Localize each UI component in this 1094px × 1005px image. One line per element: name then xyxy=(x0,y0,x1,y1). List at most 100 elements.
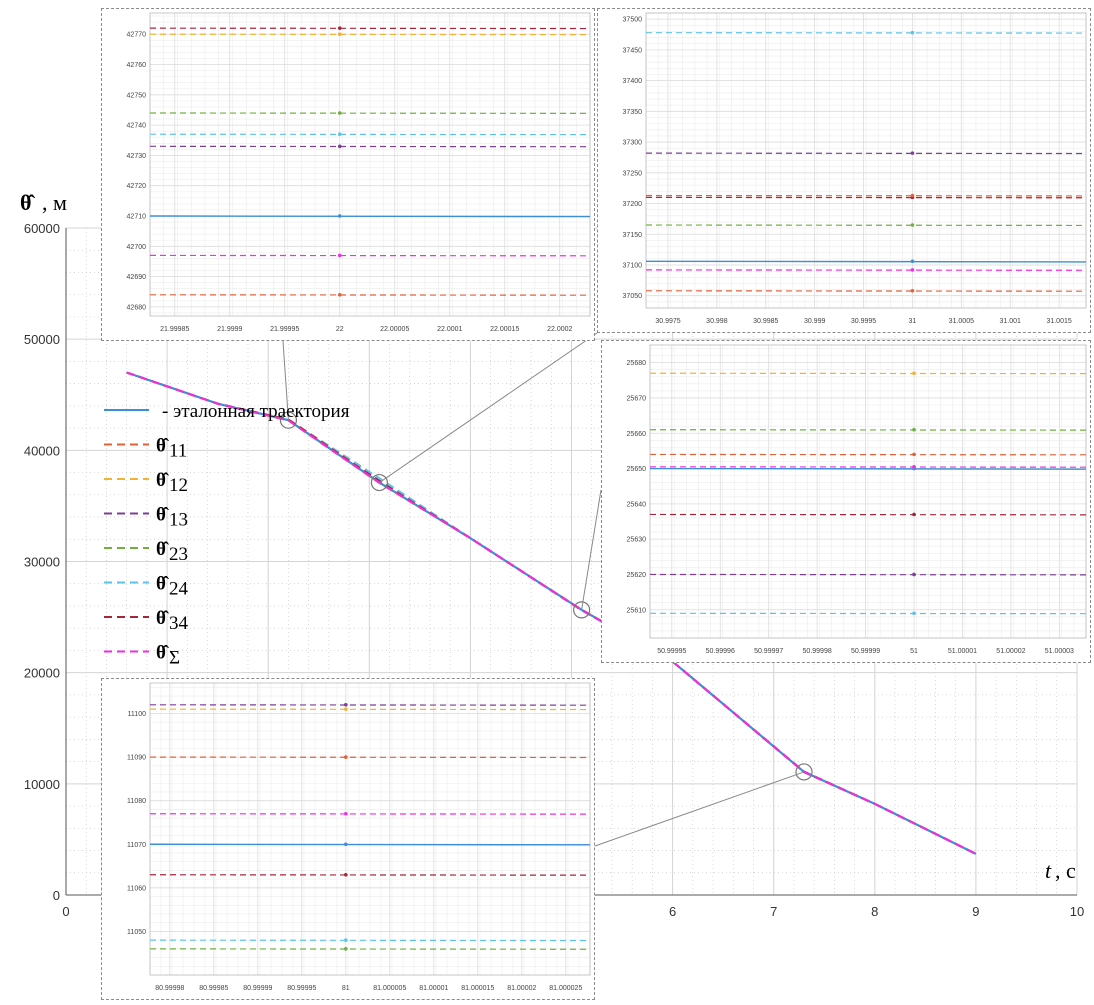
inset-top-right: 30.9975 30.998 30.9985 30.999 30.9995 31 31.00… xyxy=(597,8,1091,333)
magnifier-circle xyxy=(795,763,813,781)
inset-marker xyxy=(337,144,342,149)
inset-connector xyxy=(581,489,602,610)
inset-y-tick-label: 37500 xyxy=(623,17,643,24)
y-tick-label: 20000 xyxy=(24,666,60,681)
inset-y-tick-label: 42730 xyxy=(127,153,147,160)
x-tick-label: 7 xyxy=(770,904,777,919)
inset-y-tick-label: 37200 xyxy=(623,201,643,208)
inset-x-tick-label: 30.9995 xyxy=(851,318,876,325)
x-tick-label: 0 xyxy=(62,904,69,919)
inset-x-tick-label: 22.0002 xyxy=(547,326,572,333)
inset-x-tick-label: 31 xyxy=(909,318,917,325)
x-axis-unit: , с xyxy=(1055,858,1076,883)
inset-series-line xyxy=(645,260,1087,263)
legend-subscript: 12 xyxy=(169,475,188,496)
inset-connector xyxy=(594,771,805,847)
legend-label: θ̂ xyxy=(156,643,169,664)
inset-marker xyxy=(910,193,915,198)
inset-x-tick-label: 50.99998 xyxy=(803,648,832,655)
inset-y-tick-label: 11050 xyxy=(127,929,146,936)
inset-x-tick-label: 80.99995 xyxy=(287,985,316,992)
inset-marker xyxy=(344,755,348,759)
inset-series-line xyxy=(649,467,1087,470)
inset-marker xyxy=(344,842,348,847)
inset-y-tick-label: 42760 xyxy=(127,62,147,69)
inset-y-tick-label: 42720 xyxy=(127,183,147,190)
inset-x-tick-label: 80.99999 xyxy=(243,985,272,992)
inset-y-tick-label: 25620 xyxy=(627,572,647,579)
inset-x-tick-label: 80.99998 xyxy=(155,985,184,992)
legend-subscript: 11 xyxy=(169,441,187,462)
x-axis-label: t xyxy=(1045,858,1052,883)
inset-x-tick-label: 30.9985 xyxy=(753,318,778,325)
y-axis-unit: , м xyxy=(42,190,67,215)
y-tick-label: 60000 xyxy=(24,221,60,236)
inset-marker xyxy=(344,947,348,951)
inset-y-tick-label: 42690 xyxy=(127,274,147,281)
inset-marker xyxy=(344,811,348,816)
inset-x-tick-label: 31.0005 xyxy=(949,318,974,325)
inset-plot-area xyxy=(649,344,1087,639)
y-tick-label: 30000 xyxy=(24,555,60,570)
inset-y-tick-label: 11090 xyxy=(127,755,146,762)
inset-x-tick-label: 81.00002 xyxy=(507,985,536,992)
inset-marker xyxy=(344,707,348,711)
inset-mid-right: 50.99995 50.99996 50.99997 50.99998 50.99999… xyxy=(601,340,1091,663)
inset-y-tick-label: 25680 xyxy=(627,360,647,367)
inset-marker xyxy=(910,268,915,272)
inset-x-tick-label: 31.0015 xyxy=(1046,318,1071,325)
inset-x-tick-label: 30.9975 xyxy=(655,318,680,325)
inset-x-tick-label: 22.00015 xyxy=(490,326,519,333)
inset-y-tick-label: 37250 xyxy=(623,170,643,177)
inset-x-tick-label: 81.000015 xyxy=(461,985,494,992)
inset-y-tick-label: 37150 xyxy=(623,232,643,239)
inset-marker xyxy=(337,111,342,115)
legend-subscript: Σ xyxy=(169,648,180,669)
y-tick-label: 50000 xyxy=(24,332,60,347)
inset-y-tick-label: 42770 xyxy=(127,32,147,39)
legend-label: θ̂ xyxy=(156,470,169,491)
legend-label: θ̂ xyxy=(156,608,169,629)
inset-y-tick-label: 42680 xyxy=(127,304,147,311)
inset-x-tick-label: 51.00003 xyxy=(1045,648,1074,655)
y-tick-label: 0 xyxy=(53,888,60,903)
magnifier-circle xyxy=(370,473,389,492)
magnifier-circle xyxy=(279,411,298,429)
inset-bottom-left: 80.99998 80.99985 80.99999 80.99995 81 81.000… xyxy=(101,678,595,1000)
inset-x-tick-label: 30.999 xyxy=(804,318,826,325)
inset-marker xyxy=(910,259,915,264)
inset-x-tick-label: 22.0001 xyxy=(437,326,462,333)
inset-y-tick-label: 37450 xyxy=(623,47,643,54)
inset-marker xyxy=(337,253,342,258)
inset-marker xyxy=(910,223,915,227)
legend-label: θ̂ xyxy=(156,436,169,457)
inset-x-tick-label: 81 xyxy=(342,985,350,992)
inset-marker xyxy=(912,572,916,577)
inset-marker xyxy=(337,214,342,218)
series-line xyxy=(126,371,977,855)
inset-x-tick-label: 50.99999 xyxy=(851,648,880,655)
legend-subscript: 24 xyxy=(169,579,189,600)
inset-y-tick-label: 11100 xyxy=(128,711,147,718)
x-tick-label: 9 xyxy=(972,904,979,919)
inset-y-tick-label: 25650 xyxy=(627,466,647,473)
inset-x-tick-label: 31.001 xyxy=(1000,318,1022,325)
inset-x-tick-label: 51.00001 xyxy=(948,648,977,655)
inset-marker xyxy=(344,872,348,877)
inset-marker xyxy=(912,452,916,457)
inset-marker xyxy=(344,702,348,707)
inset-y-tick-label: 11080 xyxy=(127,798,146,805)
inset-y-tick-label: 42700 xyxy=(127,244,147,251)
inset-x-tick-label: 22.00005 xyxy=(380,326,409,333)
legend-label: - эталонная траектория xyxy=(162,401,350,422)
inset-y-tick-label: 37050 xyxy=(623,293,643,300)
inset-y-tick-label: 25610 xyxy=(627,607,647,614)
legend-subscript: 34 xyxy=(169,613,189,634)
inset-y-tick-label: 37100 xyxy=(623,262,643,269)
legend-label: θ̂ xyxy=(156,539,169,560)
x-tick-label: 6 xyxy=(669,904,676,919)
inset-y-tick-label: 42750 xyxy=(127,92,147,99)
inset-connector xyxy=(282,340,289,421)
y-axis-label: θ̂ xyxy=(20,190,35,215)
inset-y-tick-label: 25660 xyxy=(627,431,647,438)
